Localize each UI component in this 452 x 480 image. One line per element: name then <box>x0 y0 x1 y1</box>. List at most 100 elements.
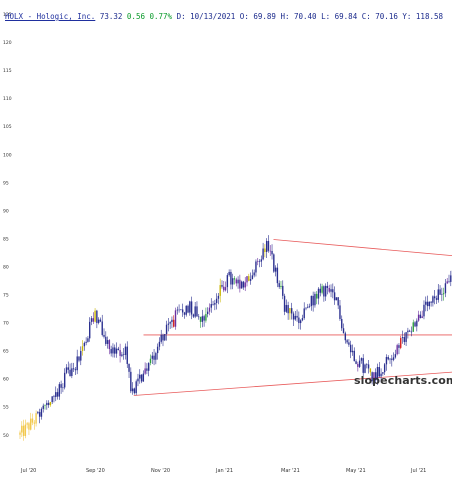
candle-body <box>167 323 170 325</box>
candle-body <box>430 301 432 303</box>
candle-body <box>344 333 347 341</box>
candle-body <box>392 357 395 360</box>
candle-body <box>176 309 178 311</box>
candle-body <box>192 314 195 317</box>
candle-body <box>376 367 379 381</box>
candle-body <box>298 317 300 324</box>
candle-body <box>400 338 402 348</box>
candle-body <box>55 392 57 397</box>
candle-body <box>187 305 189 313</box>
y-tick-label: 80 <box>3 264 9 270</box>
candle-body <box>89 321 91 339</box>
candle-body <box>299 320 302 324</box>
candle-body <box>183 312 186 315</box>
candle-body <box>103 334 105 337</box>
y-tick-label: 50 <box>3 433 9 439</box>
candle-body <box>335 297 338 301</box>
candle-body <box>446 281 448 284</box>
candle-body <box>260 259 263 262</box>
candle-body <box>126 346 128 364</box>
x-tick-label: Nov '20 <box>151 468 170 474</box>
candle-body <box>355 361 357 364</box>
candle-body <box>342 328 345 334</box>
candle-body <box>307 306 309 308</box>
candle-body <box>274 267 277 272</box>
candle-body <box>156 346 159 354</box>
candle-body <box>316 293 318 299</box>
candle-body <box>173 319 175 327</box>
candle-body <box>196 306 198 317</box>
candle-body <box>337 297 339 306</box>
candle-body <box>232 278 234 285</box>
candle-body <box>426 301 429 307</box>
candle-body <box>328 287 330 292</box>
candle-body <box>208 307 211 312</box>
candle-body <box>128 363 130 372</box>
y-tick-label: 70 <box>3 321 9 327</box>
candle-body <box>285 305 288 312</box>
candle-body <box>83 342 86 347</box>
candle-body <box>101 321 103 335</box>
candle-body <box>414 322 416 327</box>
candle-body <box>174 310 177 327</box>
candle-body <box>403 337 406 342</box>
candle-body <box>180 309 182 311</box>
candle-body <box>47 402 50 406</box>
candle-body <box>22 425 25 436</box>
candle-body <box>441 294 443 295</box>
candle-body <box>239 279 241 289</box>
candle-body <box>99 319 102 322</box>
candle-body <box>308 306 311 307</box>
candle-body <box>19 432 21 435</box>
candle-body <box>90 318 93 322</box>
candle-body <box>249 279 252 281</box>
candle-body <box>28 423 30 430</box>
candle-body <box>407 330 409 333</box>
candle-body <box>296 315 298 318</box>
candle-body <box>130 371 132 392</box>
candle-body <box>194 306 196 317</box>
symbol-link[interactable]: HOLX - Hologic, Inc. <box>5 12 96 21</box>
candle-body <box>24 424 27 436</box>
candle-body <box>383 364 386 373</box>
candle-body <box>178 309 180 311</box>
candle-body <box>205 314 207 321</box>
candle-body <box>324 285 327 297</box>
candle-body <box>110 349 112 354</box>
candle-body <box>394 354 397 358</box>
candle-body <box>44 405 46 406</box>
price-change: 0.56 <box>126 12 145 21</box>
ohlc-readout: D: 10/13/2021 O: 69.89 H: 70.40 L: 69.84… <box>176 12 444 21</box>
watermark: slopecharts.com <box>354 374 452 387</box>
candle-body <box>389 358 391 360</box>
candle-body <box>87 338 89 342</box>
candle-body <box>181 309 184 313</box>
candle-body <box>46 402 48 406</box>
candle-body <box>326 285 329 288</box>
candle-body <box>417 314 420 321</box>
candle-body <box>271 250 273 255</box>
candle-body <box>42 405 44 409</box>
candle-body <box>321 286 323 293</box>
candle-body <box>341 318 343 329</box>
candle-body <box>278 283 280 287</box>
candle-body <box>373 372 375 382</box>
candle-body <box>257 261 259 262</box>
candle-body <box>237 279 239 284</box>
candle-body <box>76 356 78 371</box>
candle-body <box>276 267 279 284</box>
candle-body <box>314 293 316 306</box>
candle-body <box>85 341 87 343</box>
candle-body <box>391 358 393 360</box>
candle-body <box>434 296 436 299</box>
x-tick-label: Jan '21 <box>215 468 233 474</box>
candle-body <box>280 285 282 287</box>
candle-body <box>244 282 246 288</box>
candle-body <box>251 275 254 280</box>
candle-body <box>142 373 145 382</box>
candle-body <box>140 374 143 382</box>
candle-body <box>448 281 450 282</box>
candle-body <box>265 240 268 252</box>
y-axis: 125 120 115 110 105 100 95 90 85 80 75 70 65 60 55 50 <box>3 12 12 439</box>
candle-body <box>144 368 146 374</box>
